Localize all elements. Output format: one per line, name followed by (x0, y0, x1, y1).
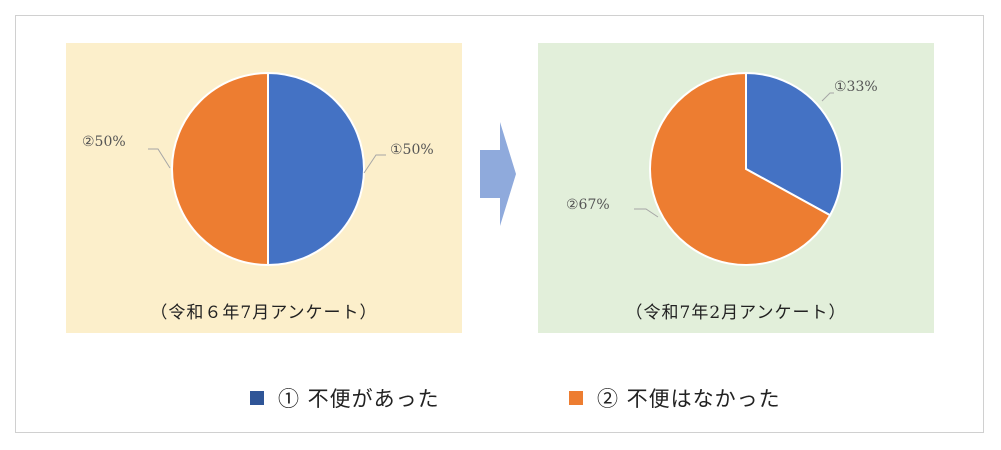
right-arrow-icon (480, 122, 516, 226)
pie-slice-1 (745, 71, 843, 217)
legend-label-2: ② 不便はなかった (597, 387, 781, 411)
pie-label-slice-2: ②50% (82, 134, 126, 150)
pie-label-slice-1: ①33% (834, 79, 878, 95)
legend-item-1: ① 不便があった (250, 380, 440, 416)
chart-panel-2024: ①50% ②50% （令和６年7月アンケート） (66, 43, 462, 333)
leader-line-slice-2 (148, 148, 171, 169)
leader-line-slice-1 (363, 154, 386, 174)
pie-slices-2024 (171, 71, 365, 267)
pie-labels-2025: ①33% ②67% (566, 79, 878, 218)
pie-label-slice-2: ②67% (566, 197, 610, 213)
pie-slice-2 (171, 71, 269, 267)
legend: ① 不便があった ② 不便はなかった (0, 380, 1001, 416)
leader-line-slice-2 (634, 208, 659, 218)
leader-line-slice-1 (821, 92, 834, 102)
pie-slice-1 (267, 71, 365, 267)
chart-caption-2024: （令和６年7月アンケート） (150, 303, 378, 323)
pie-label-slice-1: ①50% (390, 142, 434, 158)
pie-slices-2025 (649, 71, 843, 266)
pie-chart-2024: ①50% ②50% (82, 71, 434, 267)
pie-labels-2024: ①50% ②50% (82, 134, 434, 174)
pie-chart-2025: ①33% ②67% (566, 71, 878, 266)
legend-swatch-2 (569, 391, 583, 405)
chart-caption-2025: （令和7年2月アンケート） (625, 303, 847, 323)
legend-label-1: ① 不便があった (278, 387, 440, 411)
legend-item-2: ② 不便はなかった (569, 380, 781, 416)
chart-panel-2025: ①33% ②67% （令和7年2月アンケート） (538, 43, 934, 333)
pie-slice-2 (649, 71, 832, 266)
legend-swatch-1 (250, 391, 264, 405)
